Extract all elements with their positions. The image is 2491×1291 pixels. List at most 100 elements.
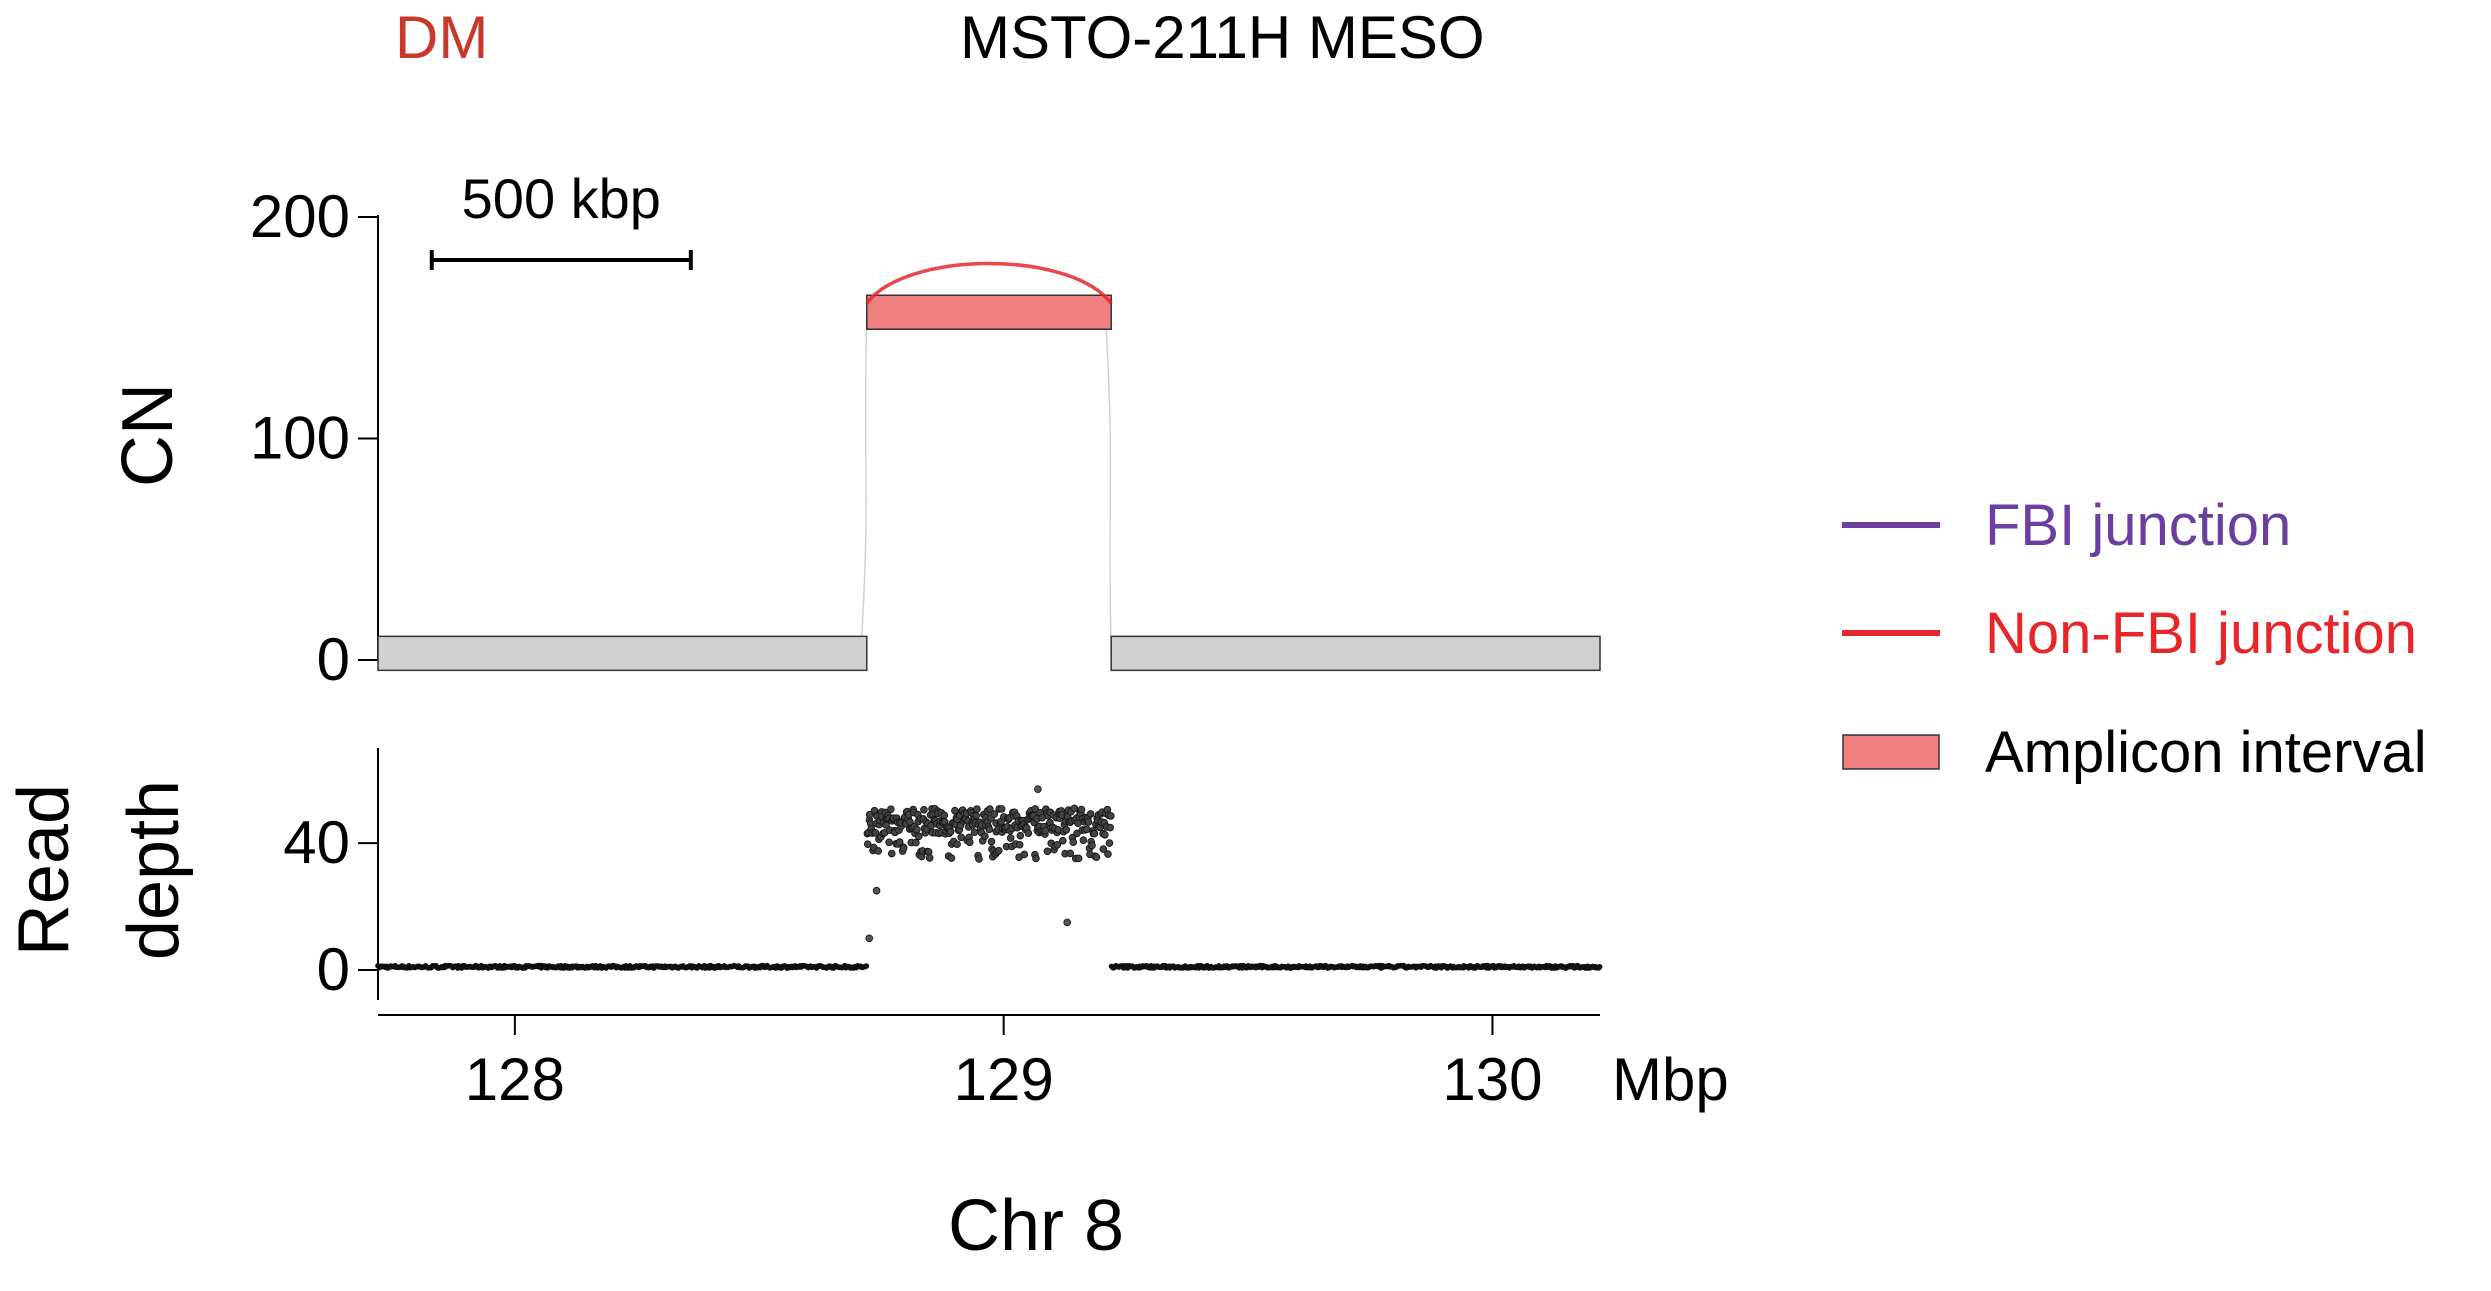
legend-label: Non-FBI junction (1985, 601, 2417, 666)
legend: FBI junction Non-FBI junction Amplicon int… (1842, 493, 2427, 785)
depth-point (1024, 829, 1033, 838)
cn-y-tick-label: 200 (250, 183, 350, 250)
depth-point (1015, 840, 1024, 849)
panel-tag: DM (395, 4, 488, 71)
depth-point (1053, 840, 1062, 849)
cn-connectors (860, 312, 1112, 654)
depth-point (920, 805, 928, 814)
depth-point (1043, 847, 1052, 856)
depth-point (1066, 849, 1075, 858)
depth-point (957, 833, 966, 842)
depth-point (1101, 830, 1109, 839)
cn-connector (1104, 312, 1112, 654)
depth-outlier (865, 934, 874, 943)
depth-point (940, 811, 949, 820)
depth-point (1090, 829, 1099, 838)
depth-panel: 0 40 Read depth (4, 748, 1603, 1003)
depth-point (1032, 854, 1040, 863)
depth-point (1041, 826, 1050, 835)
depth-point (1077, 805, 1086, 814)
depth-point (994, 846, 1003, 855)
depth-point (874, 847, 883, 855)
depth-y-label-line2: depth (114, 780, 194, 960)
junction-arc (865, 261, 1113, 305)
x-tick-label: 129 (954, 1046, 1054, 1113)
x-axis: 128 129 130 Mbp Chr 8 (378, 1014, 1729, 1266)
cn-y-ticks: 0 100 200 (250, 183, 378, 693)
depth-point (1099, 845, 1108, 853)
x-ticks: 128 129 130 (465, 1015, 1543, 1113)
depth-point (865, 810, 874, 819)
depth-point (985, 825, 994, 834)
depth-point (912, 838, 920, 847)
depth-point (1083, 825, 1091, 834)
depth-y-ticks: 0 40 (283, 809, 378, 1003)
depth-point (1079, 836, 1088, 845)
cn-y-tick-label: 0 (317, 626, 350, 693)
depth-point (1062, 825, 1071, 834)
depth-point (1086, 810, 1095, 818)
depth-point (986, 805, 994, 813)
depth-point (970, 828, 979, 837)
cn-segment (1110, 635, 1601, 672)
depth-point (895, 838, 904, 846)
depth-point (871, 829, 880, 837)
depth-point (997, 805, 1006, 813)
cn-junctions (865, 261, 1113, 305)
depth-point (885, 838, 893, 847)
depth-outlier (1034, 785, 1042, 794)
depth-point (987, 837, 996, 846)
cn-segments (377, 294, 1601, 672)
depth-point (946, 827, 955, 836)
depth-point (1074, 854, 1083, 863)
depth-point (1107, 812, 1115, 820)
cn-segment (377, 635, 868, 672)
depth-point (990, 810, 999, 818)
x-tick-label: 128 (465, 1046, 565, 1113)
depth-point (925, 854, 934, 862)
depth-point (947, 854, 956, 862)
depth-point (887, 805, 895, 813)
scale-bar (429, 250, 693, 270)
depth-point (1105, 839, 1114, 847)
depth-point (972, 811, 981, 820)
legend-label: Amplicon interval (1985, 720, 2427, 785)
depth-point (975, 855, 983, 863)
depth-point (1084, 818, 1093, 826)
depth-point (914, 832, 923, 841)
depth-point (863, 963, 870, 969)
depth-point (973, 805, 981, 813)
depth-point (887, 849, 896, 858)
figure-title: MSTO-211H MESO (960, 4, 1485, 71)
depth-point (1073, 829, 1081, 838)
depth-point (1596, 964, 1603, 970)
depth-point (913, 825, 921, 834)
cn-panel: 0 100 200 CN 500 kbp (108, 167, 1601, 693)
cn-connector (860, 312, 868, 654)
depth-y-tick-label: 40 (283, 809, 350, 876)
depth-points (375, 785, 1603, 971)
depth-point (1006, 834, 1015, 842)
x-tick-label: 130 (1442, 1046, 1542, 1113)
cn-y-tick-label: 100 (250, 405, 350, 472)
depth-point (1069, 838, 1078, 847)
depth-point (1020, 850, 1029, 859)
depth-point (863, 840, 872, 848)
depth-point (981, 832, 989, 840)
legend-swatch-box (1842, 734, 1940, 770)
amplicon-segment (866, 294, 1112, 330)
cn-y-label: CN (108, 383, 188, 487)
depth-point (899, 844, 908, 852)
scale-bar-label: 500 kbp (462, 167, 661, 230)
depth-point (953, 840, 961, 849)
depth-point (965, 838, 974, 847)
x-axis-label: Chr 8 (948, 1186, 1124, 1266)
legend-label: FBI junction (1985, 493, 2291, 558)
x-unit: Mbp (1612, 1046, 1729, 1113)
depth-point (1106, 823, 1115, 832)
depth-point (1088, 841, 1096, 850)
depth-point (1092, 853, 1101, 861)
depth-outlier (872, 886, 881, 895)
depth-point (951, 806, 959, 815)
